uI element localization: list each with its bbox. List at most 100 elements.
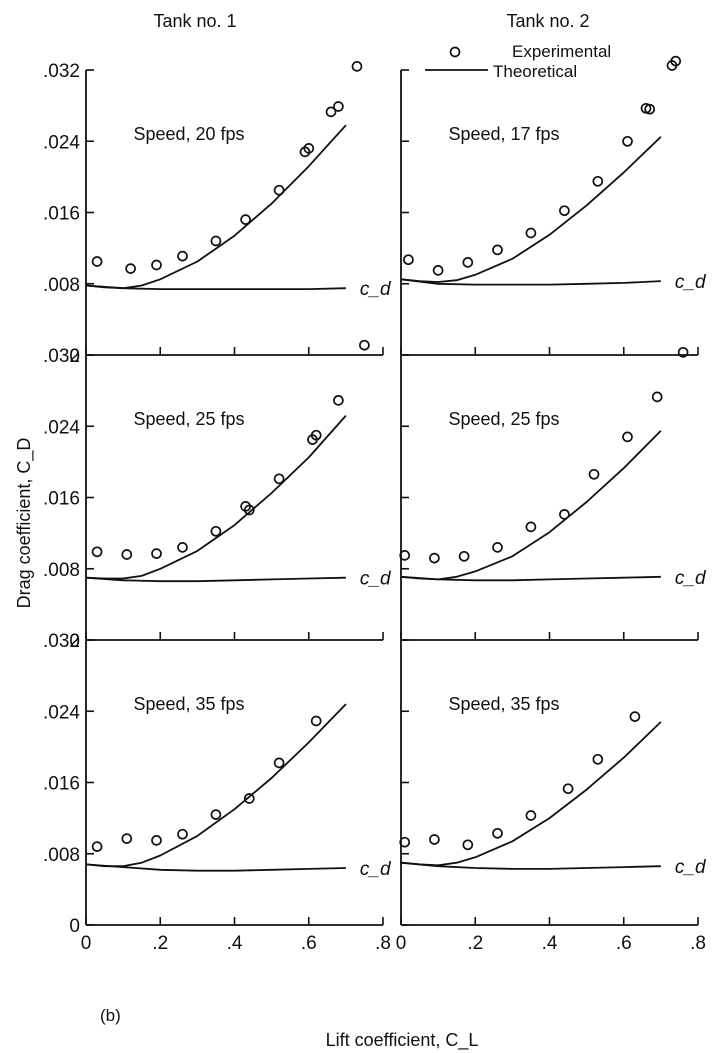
y-tick-label: .024 — [43, 132, 80, 153]
experimental-point — [429, 834, 440, 845]
y-tick-label: .032 — [43, 631, 80, 652]
cd-curve-label: c_d — [675, 568, 707, 589]
x-tick-label: .2 — [152, 933, 168, 954]
panel-tank2-25fps: Speed, 25 fps c_d — [399, 346, 707, 641]
experimental-point — [462, 257, 474, 268]
x-tick-label: .4 — [542, 933, 558, 954]
experimental-point — [310, 429, 322, 441]
column-title-tank1: Tank no. 1 — [153, 11, 236, 31]
experimental-point — [351, 61, 363, 72]
experimental-point — [588, 468, 600, 480]
section-drag-curve — [400, 861, 661, 870]
experimental-point — [273, 473, 285, 485]
experimental-point — [492, 542, 503, 553]
experimental-point — [622, 135, 633, 147]
experimental-point — [677, 346, 689, 358]
experimental-point — [177, 542, 188, 553]
x-axis-title: Lift coefficient, C_L — [326, 1030, 479, 1051]
y-tick-label: .008 — [43, 275, 80, 296]
experimental-point — [525, 227, 537, 239]
experimental-point — [333, 395, 344, 406]
experimental-point — [403, 254, 414, 266]
experimental-point — [562, 783, 574, 795]
cd-curve-label: c_d — [360, 279, 392, 300]
experimental-point — [458, 550, 470, 562]
speed-label: Speed, 25 fps — [133, 409, 244, 429]
experimental-point — [303, 143, 315, 154]
experimental-point — [399, 836, 411, 848]
section-drag-curve — [85, 863, 346, 872]
experimental-point — [592, 753, 604, 765]
speed-label: Speed, 25 fps — [448, 409, 559, 429]
experimental-point — [151, 259, 162, 271]
experimental-point — [333, 101, 344, 112]
legend-experimental-label: Experimental — [512, 42, 611, 61]
y-tick-label: 0 — [69, 346, 80, 367]
x-tick-label: .8 — [375, 933, 391, 954]
experimental-point — [325, 106, 337, 118]
experimental-point — [492, 244, 503, 256]
panel-tag: (b) — [100, 1006, 121, 1025]
experimental-point — [622, 431, 633, 443]
experimental-point — [670, 55, 682, 67]
experimental-point — [592, 175, 604, 187]
experimental-point — [91, 546, 103, 558]
experimental-point — [243, 504, 255, 516]
legend-theoretical-label: Theoretical — [493, 62, 577, 81]
experimental-point — [151, 548, 162, 559]
cd-curve-label: c_d — [675, 272, 707, 293]
x-tick-label: .4 — [227, 933, 243, 954]
legend-experimental-marker — [449, 46, 461, 58]
speed-label: Speed, 35 fps — [133, 694, 244, 714]
y-tick-label: .008 — [43, 845, 80, 866]
experimental-point — [651, 391, 663, 403]
y-tick-label: .032 — [43, 346, 80, 367]
column-title-tank2: Tank no. 2 — [506, 11, 589, 31]
experimental-point — [210, 235, 222, 247]
section-drag-curve — [400, 575, 661, 582]
speed-label: Speed, 17 fps — [448, 124, 559, 144]
y-tick-label: .024 — [43, 417, 80, 438]
experimental-point — [644, 103, 656, 115]
y-tick-label: 0 — [69, 916, 80, 937]
x-tick-label: .6 — [301, 933, 317, 954]
cd-curve-label: c_d — [360, 569, 392, 590]
experimental-point — [273, 184, 285, 196]
experimental-point — [559, 509, 570, 520]
panel-tank1-25fps: 0 .008 .016 .024 .032 Speed, 25 fps c_d — [43, 339, 392, 652]
experimental-point — [91, 256, 103, 267]
cd-curve-label: c_d — [360, 859, 392, 880]
x-tick-label: .6 — [616, 933, 632, 954]
experimental-point — [240, 214, 251, 225]
theoretical-curve — [85, 124, 347, 290]
section-drag-curve — [85, 576, 346, 583]
section-drag-curve — [400, 278, 661, 286]
experimental-point — [151, 835, 162, 846]
theoretical-curve — [400, 721, 662, 867]
speed-label: Speed, 35 fps — [448, 694, 559, 714]
experimental-point — [91, 841, 103, 852]
section-drag-curve — [85, 284, 346, 291]
experimental-point — [525, 521, 537, 533]
theoretical-curve — [85, 415, 347, 580]
experimental-point — [210, 809, 222, 820]
experimental-point — [243, 793, 255, 804]
experimental-point — [177, 828, 188, 840]
theoretical-curve — [400, 430, 662, 581]
experimental-point — [399, 550, 411, 561]
experimental-point — [121, 549, 133, 560]
y-axis-title: Drag coefficient, C_D — [14, 438, 35, 609]
y-tick-label: 0 — [69, 631, 80, 652]
theoretical-curve — [400, 136, 662, 283]
legend: Experimental Theoretical — [425, 42, 611, 81]
panel-tank2-35fps: 0 .2 .4 .6 .8 Speed, 35 fps c_d — [396, 639, 707, 954]
experimental-point — [125, 263, 136, 274]
experimental-point — [462, 839, 474, 851]
experimental-point — [525, 810, 537, 821]
x-tick-label: 0 — [396, 933, 407, 954]
experimental-point — [432, 265, 444, 276]
y-tick-label: .032 — [43, 61, 80, 82]
panel-tank1-20fps: 0 .008 .016 .024 .032 Speed, 20 fps c_d — [43, 61, 392, 367]
